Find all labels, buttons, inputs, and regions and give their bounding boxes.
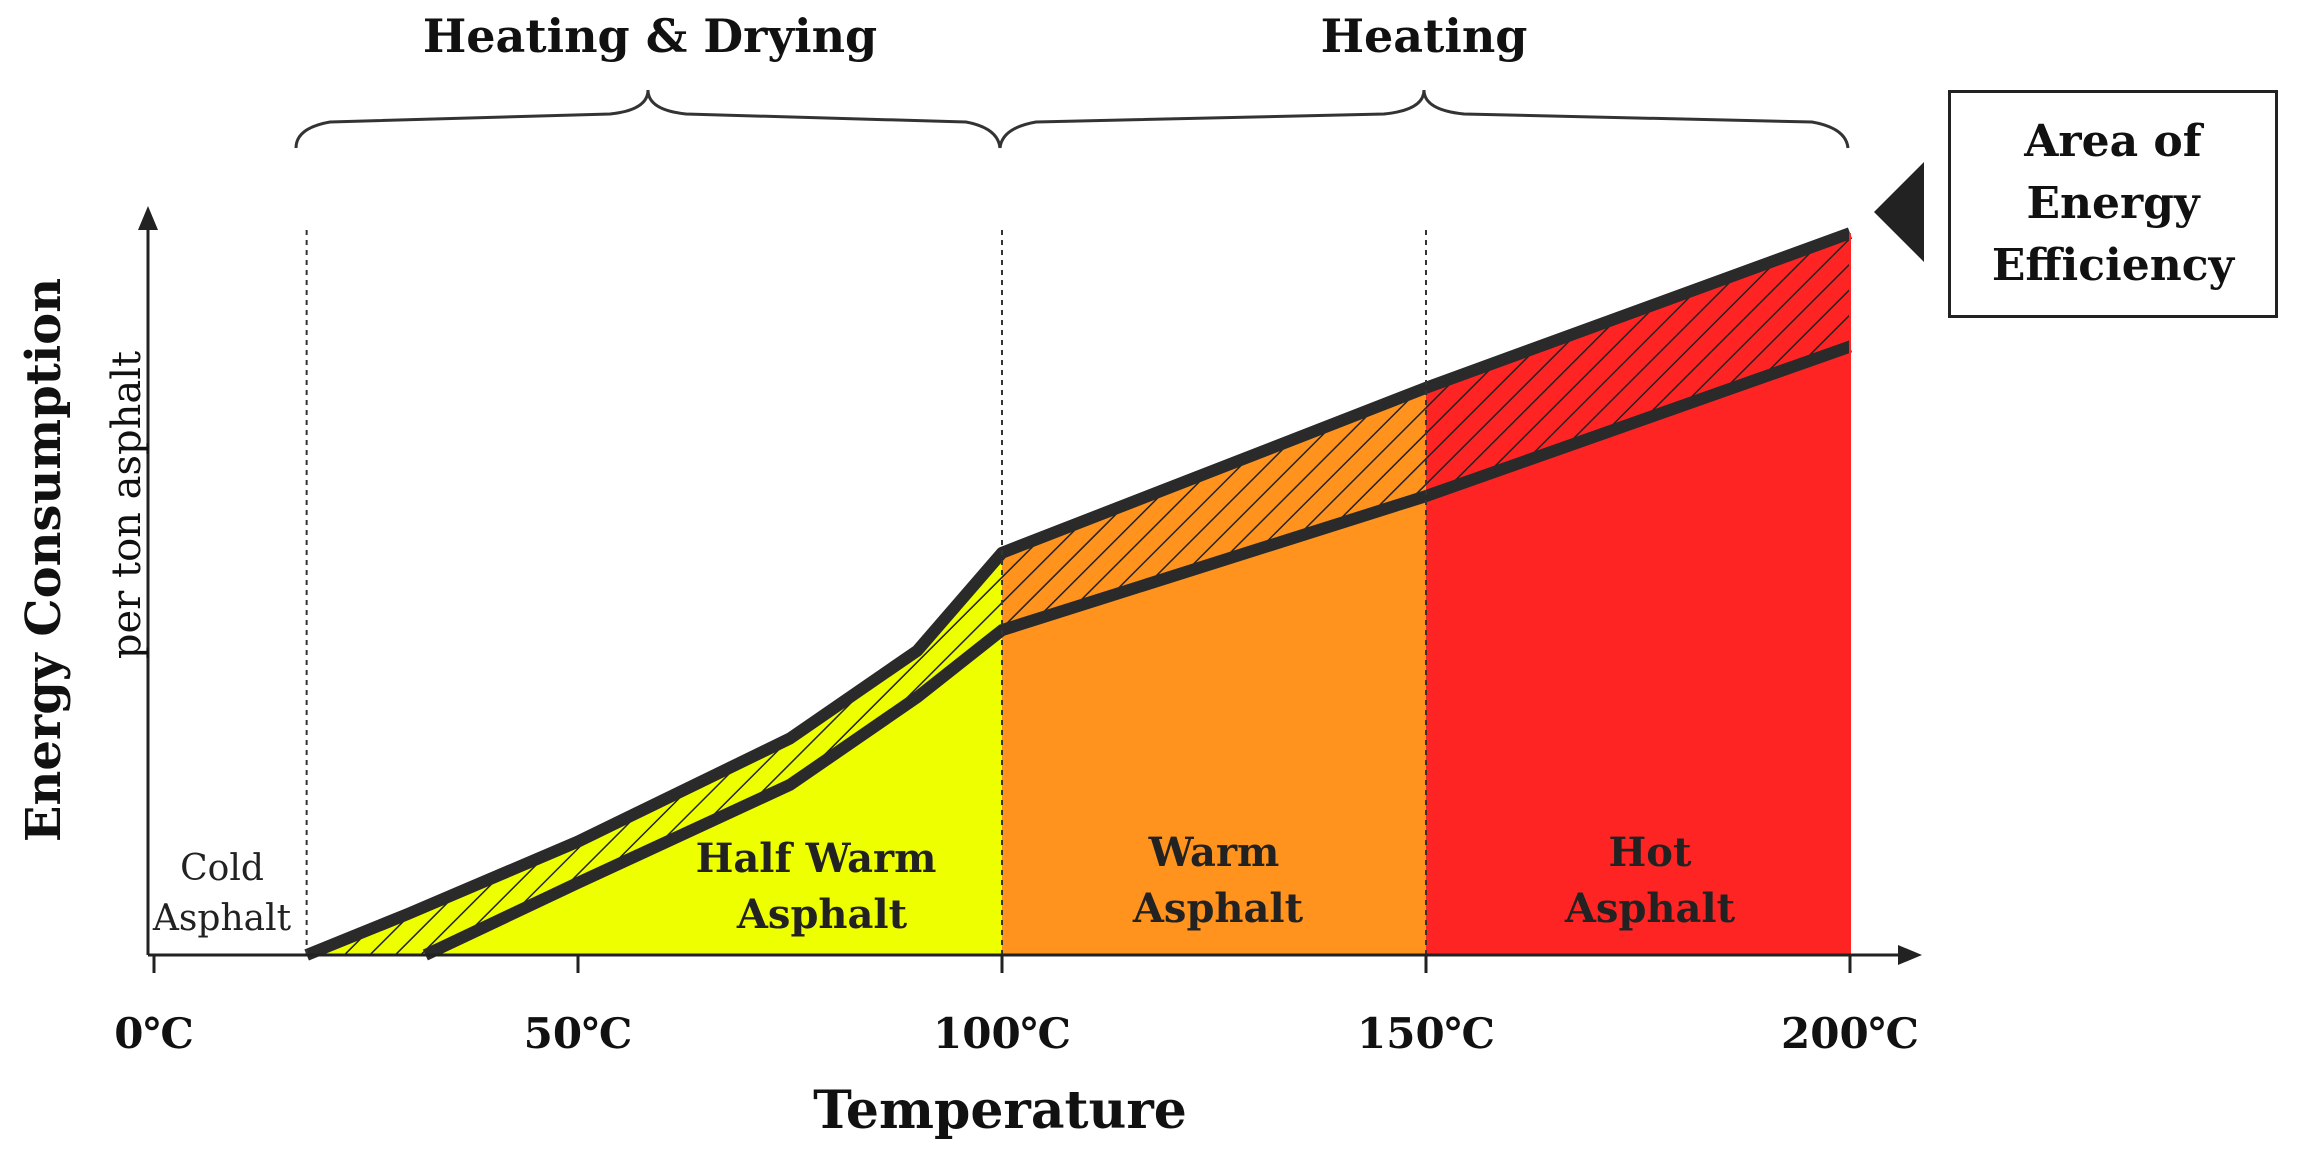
brace-heating-drying [294, 89, 1002, 149]
region-label-half-warm-line1: Half Warm [696, 835, 937, 882]
x-tick-label-0: 0℃ [114, 1009, 194, 1058]
upper-curve [304, 227, 1853, 961]
x-tick-label-150: 150℃ [1357, 1009, 1495, 1058]
phase-label-heating: Heating [1321, 9, 1528, 63]
legend-box: Area of Energy Efficiency [1948, 90, 2278, 318]
x-axis-arrow [1898, 945, 1922, 965]
legend-label: Area of Energy Efficiency [1991, 116, 2235, 291]
x-tick-label-100: 100℃ [933, 1009, 1071, 1058]
x-tick-label-200: 200℃ [1781, 1009, 1919, 1058]
region-label-warm-line2: Asphalt [1132, 885, 1304, 932]
region-fill-half-warm [306, 552, 1002, 955]
efficiency-band [306, 233, 1850, 955]
region-separators [305, 230, 1851, 955]
region-label-hot-line1: Hot [1609, 829, 1692, 876]
brace-heating [998, 89, 1850, 149]
region-label-cold-line2: Asphalt [152, 898, 292, 939]
phase-label-heating-drying: Heating & Drying [423, 9, 877, 63]
y-axis-arrow [138, 206, 158, 230]
x-tick-marks [152, 955, 1852, 973]
axes [138, 206, 1922, 973]
region-label-hot-line2: Asphalt [1564, 885, 1736, 932]
region-label-half-warm-line2: Asphalt [736, 891, 908, 938]
region-label-warm-line1: Warm [1148, 829, 1280, 876]
legend-pointer-triangle [1874, 162, 1924, 262]
x-axis-title: Temperature [813, 1080, 1187, 1141]
y-axis-subtitle: per ton asphalt [104, 351, 150, 659]
y-axis-title: Energy Consumption [16, 278, 72, 842]
x-tick-label-50: 50℃ [524, 1009, 633, 1058]
region-label-cold-line1: Cold [180, 848, 264, 889]
lower-curve [422, 340, 1852, 961]
efficiency-band-group [304, 227, 1853, 961]
